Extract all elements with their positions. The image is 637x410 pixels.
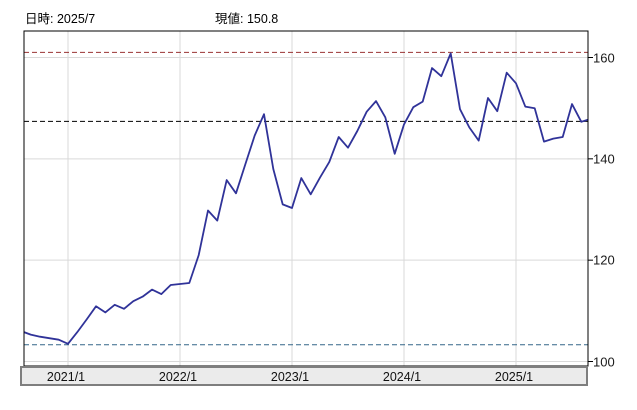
x-axis-band: 2021/1 2022/1 2023/1 2024/1 2025/1 <box>20 366 588 386</box>
price-value: 150.8 <box>246 12 279 26</box>
y-tick-label: 160 <box>593 50 615 65</box>
datetime-readout: 日時: 2025/7 <box>25 8 95 27</box>
x-tick-label: 2022/1 <box>158 370 198 384</box>
y-tick-label: 140 <box>593 151 615 167</box>
y-tick-label: 120 <box>593 252 615 268</box>
plot-border <box>23 30 589 367</box>
x-tick-label: 2023/1 <box>270 370 310 384</box>
y-tick-label: 100 <box>593 354 615 369</box>
x-tick-label: 2025/1 <box>494 370 534 384</box>
datetime-value: 2025/7 <box>56 12 96 26</box>
price-label: 現値: <box>215 12 244 26</box>
price-line <box>24 52 588 345</box>
price-readout: 現値: 150.8 <box>215 8 278 27</box>
x-tick-label: 2024/1 <box>382 370 422 384</box>
datetime-label: 日時: <box>25 12 54 26</box>
x-tick-label: 2021/1 <box>46 370 86 384</box>
